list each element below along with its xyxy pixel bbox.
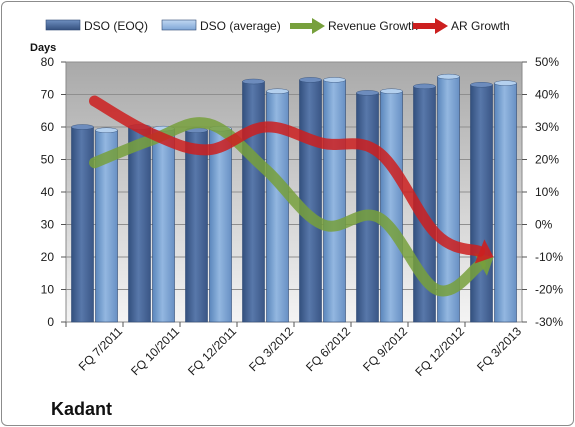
y-tick-label: 70 xyxy=(41,88,55,102)
bar-top xyxy=(71,124,94,130)
legend-swatch xyxy=(45,19,81,31)
bar xyxy=(299,79,322,323)
bar-top xyxy=(323,77,346,83)
y2-tick-label: 20% xyxy=(535,153,559,167)
bar-top xyxy=(494,80,517,86)
series-arrowhead xyxy=(474,239,494,264)
y2-tick-label: 50% xyxy=(535,55,559,69)
y2-tick-label: 40% xyxy=(535,88,559,102)
x-tick-label: FQ 12/2012 xyxy=(412,324,467,379)
bar xyxy=(380,90,403,323)
bar xyxy=(242,81,265,323)
y-tick-label: 20 xyxy=(41,250,55,264)
bar xyxy=(152,128,175,323)
bar xyxy=(356,92,379,323)
bar xyxy=(323,79,346,323)
x-tick-label: FQ 7/2011 xyxy=(76,324,126,374)
y-axis-left: 0 10 20 30 40 50 60 70 80 xyxy=(41,55,66,329)
bar xyxy=(128,126,151,323)
legend-label: AR Growth xyxy=(451,19,510,33)
x-tick-label: FQ 10/2011 xyxy=(128,324,182,378)
bar-top xyxy=(299,77,322,83)
x-tick-label: FQ 12/2011 xyxy=(185,324,239,378)
bar xyxy=(470,84,493,323)
line-series xyxy=(89,95,494,297)
bar-top xyxy=(413,83,436,90)
y2-tick-label: 30% xyxy=(535,120,559,134)
bar xyxy=(185,129,208,323)
x-tick-label: FQ 6/2012 xyxy=(303,324,353,374)
y2-tick-label: 10% xyxy=(535,185,559,199)
y-tick-label: 10 xyxy=(41,283,55,297)
y-axis-right: -30% -20% -10% 0% 10% 20% 30% 40% 50% xyxy=(522,55,563,329)
bar xyxy=(494,82,517,323)
legend-swatch xyxy=(161,19,197,31)
legend: DSO (EOQ) DSO (average) Revenue Growth AR G… xyxy=(45,18,510,34)
bar-top xyxy=(95,127,118,133)
y-tick-label: 0 xyxy=(47,315,54,329)
legend-label: DSO (EOQ) xyxy=(84,19,148,33)
x-tick-label: FQ 3/2013 xyxy=(474,324,524,374)
y2-tick-label: 0% xyxy=(535,218,553,232)
bar-top xyxy=(356,90,379,96)
y-tick-label: 40 xyxy=(41,185,55,199)
x-tick-label: FQ 3/2012 xyxy=(246,324,296,374)
y-axis-title: Days xyxy=(30,42,56,54)
y-tick-label: 50 xyxy=(41,153,55,167)
legend-arrowhead xyxy=(312,18,325,34)
legend-label: Revenue Growth xyxy=(328,19,418,33)
chart-title: Kadant xyxy=(51,399,112,419)
y2-tick-label: -20% xyxy=(535,283,563,297)
bar-top xyxy=(470,82,493,88)
y-tick-label: 60 xyxy=(41,120,55,134)
y-tick-label: 30 xyxy=(41,218,55,232)
legend-label: DSO (average) xyxy=(200,19,281,33)
bar-top xyxy=(437,73,460,80)
x-axis: FQ 7/2011 FQ 10/2011 FQ 12/2011 FQ 3/2012 FQ… xyxy=(65,322,524,379)
y2-tick-label: -30% xyxy=(535,315,563,329)
bar xyxy=(71,126,94,323)
y-tick-label: 80 xyxy=(41,55,55,69)
series-line xyxy=(89,95,486,257)
bar-top xyxy=(242,78,265,85)
legend-arrowhead xyxy=(435,18,448,34)
bar-top xyxy=(266,88,289,94)
bar xyxy=(209,128,232,323)
bar-top xyxy=(380,88,403,94)
x-tick-label: FQ 9/2012 xyxy=(360,324,410,374)
y2-tick-label: -10% xyxy=(535,250,563,264)
